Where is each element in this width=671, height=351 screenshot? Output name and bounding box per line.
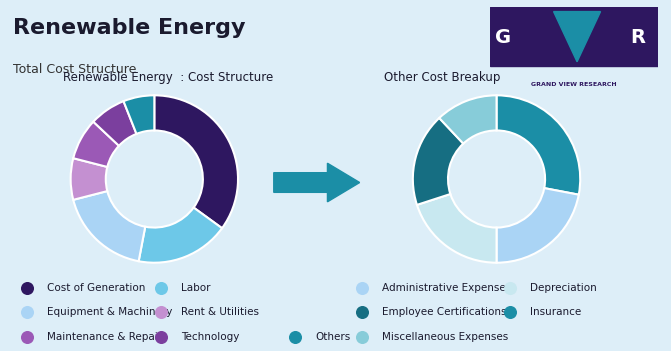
Text: Labor: Labor xyxy=(181,283,211,293)
Text: Equipment & Machinery: Equipment & Machinery xyxy=(47,307,172,317)
Text: Maintenance & Repair: Maintenance & Repair xyxy=(47,332,162,342)
Wedge shape xyxy=(154,95,238,228)
Text: R: R xyxy=(630,28,645,47)
Text: Rent & Utilities: Rent & Utilities xyxy=(181,307,259,317)
Text: Technology: Technology xyxy=(181,332,240,342)
Wedge shape xyxy=(497,188,579,263)
Text: GRAND VIEW RESEARCH: GRAND VIEW RESEARCH xyxy=(531,82,617,87)
Text: Other Cost Breakup: Other Cost Breakup xyxy=(384,71,501,84)
Wedge shape xyxy=(417,194,497,263)
Text: Insurance: Insurance xyxy=(530,307,581,317)
Text: Cost of Generation: Cost of Generation xyxy=(47,283,146,293)
Text: Employee Certifications: Employee Certifications xyxy=(382,307,507,317)
Point xyxy=(574,183,585,189)
Text: Administrative Expenses: Administrative Expenses xyxy=(382,283,512,293)
Text: Others: Others xyxy=(315,332,351,342)
Wedge shape xyxy=(70,158,107,200)
Text: Depreciation: Depreciation xyxy=(530,283,597,293)
FancyArrow shape xyxy=(274,163,360,202)
Wedge shape xyxy=(440,95,497,144)
Bar xyxy=(490,7,658,66)
Text: Miscellaneous Expenses: Miscellaneous Expenses xyxy=(382,332,509,342)
Wedge shape xyxy=(123,95,154,134)
Wedge shape xyxy=(93,101,136,146)
Wedge shape xyxy=(139,207,222,263)
Polygon shape xyxy=(554,12,601,62)
Text: G: G xyxy=(495,28,511,47)
Text: Renewable Energy: Renewable Energy xyxy=(13,18,246,38)
Wedge shape xyxy=(73,191,145,261)
Wedge shape xyxy=(497,95,580,195)
Wedge shape xyxy=(73,122,119,167)
Text: Renewable Energy  : Cost Structure: Renewable Energy : Cost Structure xyxy=(62,71,273,84)
Text: Total Cost Structure: Total Cost Structure xyxy=(13,63,137,76)
Wedge shape xyxy=(413,118,463,205)
